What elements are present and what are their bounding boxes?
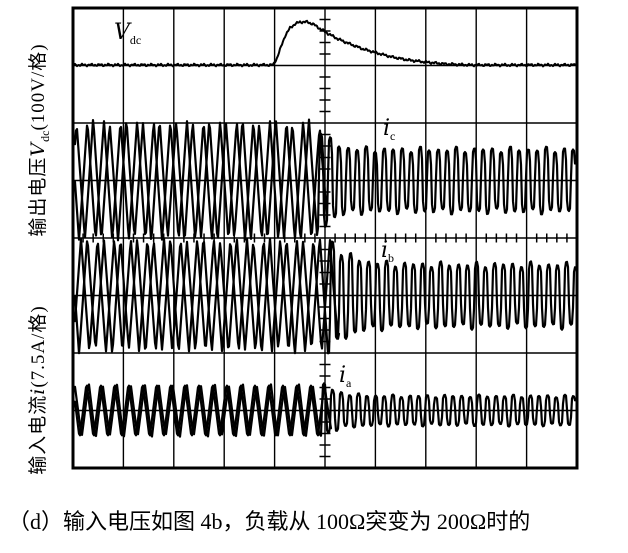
trace-subscript: b [388,251,395,266]
axis-label-symbol: i [27,387,50,395]
figure-caption: （d）输入电压如图 4b，负载从 100Ω突变为 200Ω时的 [8,509,531,534]
trace-symbol: i [381,238,389,263]
trace-vdc [74,19,576,68]
axis-label-subscript: dc [37,130,52,142]
axis-label-text: 输出电压 [28,156,50,237]
trace-ic [73,118,577,242]
trace-subscript: a [346,376,352,391]
trace-symbol: V [114,20,130,45]
grid-border [71,6,579,470]
oscilloscope-plot [71,6,579,470]
axis-label-scale: (100V/格) [28,43,50,131]
axis-label-text: 输入电流 [28,394,50,475]
trace-label-ic: ic [383,116,396,144]
trace-label-ia: ia [339,363,352,391]
axis-label-scale: (7.5A/格) [28,305,50,388]
trace-ia [73,382,577,438]
trace-subscript: dc [129,33,142,48]
trace-ib [73,237,577,355]
y-axis-label-output-voltage: 输出电压Vdc(100V/格) [23,43,53,236]
y-axis-label-input-current: 输入电流i(7.5A/格) [23,305,53,475]
trace-symbol: i [339,363,347,388]
trace-symbol: i [383,116,391,141]
axis-label-symbol: V [27,141,50,157]
trace-label-ib: ib [381,238,395,266]
trace-subscript: c [390,129,396,144]
trace-label-vdc: Vdc [114,20,142,48]
